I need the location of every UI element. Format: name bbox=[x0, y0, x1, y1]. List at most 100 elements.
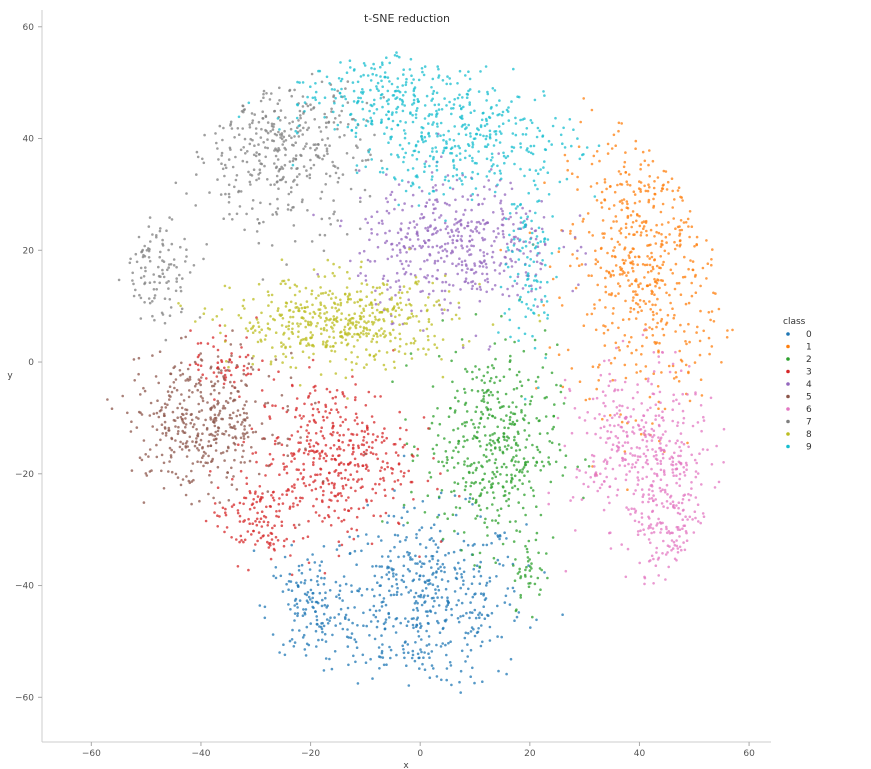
point bbox=[647, 183, 650, 186]
point bbox=[483, 617, 487, 620]
point bbox=[350, 361, 354, 364]
point bbox=[394, 336, 397, 340]
point bbox=[359, 196, 362, 200]
point bbox=[636, 530, 640, 533]
point bbox=[392, 572, 395, 575]
point bbox=[317, 400, 321, 404]
point bbox=[709, 318, 712, 322]
point bbox=[297, 119, 300, 122]
point bbox=[532, 144, 536, 148]
point bbox=[411, 649, 415, 653]
point bbox=[639, 529, 642, 532]
point bbox=[484, 434, 487, 437]
point bbox=[377, 646, 381, 649]
point bbox=[174, 378, 178, 381]
point bbox=[274, 404, 277, 408]
point bbox=[493, 441, 496, 445]
point bbox=[189, 421, 192, 425]
point bbox=[693, 458, 697, 462]
point bbox=[390, 127, 394, 131]
point bbox=[333, 165, 337, 168]
point bbox=[540, 200, 543, 203]
point bbox=[380, 555, 384, 558]
point bbox=[214, 132, 217, 135]
point bbox=[364, 463, 368, 467]
point bbox=[591, 465, 594, 468]
point bbox=[274, 439, 277, 443]
point bbox=[273, 110, 276, 113]
point bbox=[679, 449, 683, 453]
point bbox=[316, 155, 320, 159]
point bbox=[607, 270, 611, 274]
point bbox=[215, 315, 219, 318]
point bbox=[324, 143, 327, 147]
point bbox=[561, 613, 564, 616]
point bbox=[634, 511, 637, 514]
point bbox=[153, 296, 156, 300]
point bbox=[641, 477, 644, 481]
point bbox=[296, 606, 299, 609]
point bbox=[404, 538, 407, 542]
point bbox=[429, 225, 432, 228]
point bbox=[666, 180, 670, 184]
point bbox=[471, 471, 475, 475]
point bbox=[683, 474, 687, 477]
point bbox=[355, 144, 358, 147]
point bbox=[430, 323, 434, 326]
point bbox=[366, 158, 370, 162]
point bbox=[635, 219, 638, 223]
point bbox=[280, 394, 284, 397]
point bbox=[319, 454, 322, 458]
point bbox=[446, 458, 449, 462]
point bbox=[664, 170, 668, 173]
point bbox=[322, 328, 326, 332]
point bbox=[652, 392, 656, 396]
point bbox=[524, 212, 528, 215]
point bbox=[644, 302, 647, 306]
point bbox=[665, 483, 669, 487]
point bbox=[338, 135, 342, 139]
point bbox=[498, 406, 502, 410]
point bbox=[296, 612, 300, 615]
point bbox=[487, 393, 491, 397]
point bbox=[219, 452, 223, 455]
point bbox=[466, 438, 469, 442]
point bbox=[669, 494, 673, 498]
point bbox=[243, 403, 246, 407]
point bbox=[456, 617, 460, 620]
point bbox=[486, 416, 490, 420]
point bbox=[669, 301, 672, 305]
point bbox=[307, 356, 311, 359]
point bbox=[332, 212, 335, 216]
point bbox=[447, 601, 450, 605]
point bbox=[355, 416, 359, 419]
point bbox=[619, 227, 623, 230]
point bbox=[262, 89, 266, 93]
point bbox=[665, 531, 669, 535]
point bbox=[255, 517, 259, 521]
point bbox=[599, 426, 603, 430]
point bbox=[453, 144, 457, 148]
point bbox=[394, 617, 398, 621]
point bbox=[174, 289, 178, 293]
point bbox=[673, 543, 677, 547]
point bbox=[413, 602, 417, 605]
point bbox=[315, 615, 319, 618]
point bbox=[700, 429, 703, 433]
point bbox=[626, 441, 630, 444]
point bbox=[106, 398, 109, 401]
point bbox=[246, 366, 249, 370]
point bbox=[440, 578, 444, 581]
point bbox=[644, 189, 648, 193]
point bbox=[266, 178, 269, 181]
point bbox=[507, 217, 511, 221]
point bbox=[623, 160, 627, 164]
point bbox=[440, 358, 443, 361]
point bbox=[427, 427, 430, 430]
point bbox=[662, 260, 665, 264]
point bbox=[176, 416, 179, 420]
point bbox=[304, 325, 308, 329]
point bbox=[673, 240, 676, 244]
point bbox=[491, 452, 494, 456]
point bbox=[484, 517, 487, 521]
